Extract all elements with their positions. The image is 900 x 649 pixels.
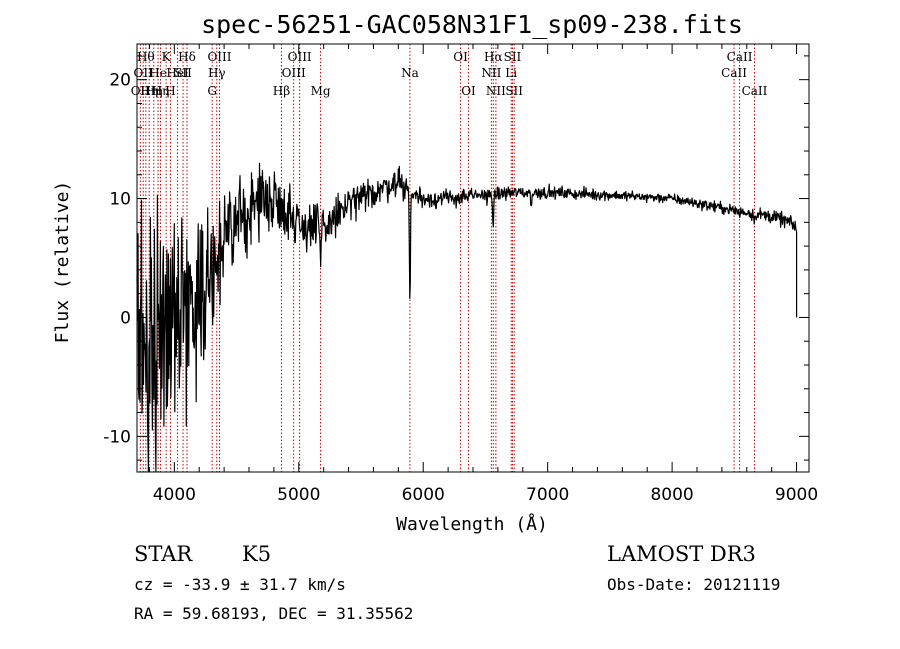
line-label-11: Hδ [178, 50, 196, 64]
line-label-28: CaII [721, 66, 747, 80]
line-label-17: OIII [288, 50, 312, 64]
x-tick-label-5: 9000 [775, 485, 818, 505]
line-label-6: Hη [152, 84, 170, 98]
emission-line-markers [139, 44, 755, 472]
line-label-10: SII [174, 66, 192, 80]
y-tick-label-0: -10 [103, 427, 131, 447]
line-label-26: SII [504, 50, 522, 64]
line-label-0: OII [131, 84, 151, 98]
line-label-13: Hγ [208, 66, 226, 80]
line-label-2: Hθ [137, 50, 155, 64]
line-label-20: OI [453, 50, 468, 64]
y-axis-ticks: -10 0 10 20 [103, 55, 809, 461]
line-label-3: Hη [140, 84, 158, 98]
line-label-29: CaII [727, 50, 753, 64]
x-tick-label-4: 8000 [650, 485, 693, 505]
line-label-7: K [162, 50, 172, 64]
x-axis-ticks: 4000 5000 6000 7000 8000 9000 [148, 44, 818, 505]
line-label-19: Na [401, 66, 419, 80]
x-tick-label-0: 4000 [153, 485, 196, 505]
object-class: STAR [134, 542, 193, 566]
y-tick-label-3: 20 [109, 71, 131, 91]
line-label-27: SII [505, 84, 523, 98]
line-label-1: OII [134, 66, 154, 80]
line-label-21: OI [461, 84, 476, 98]
line-label-25: Li [505, 66, 517, 80]
line-label-8: H [165, 84, 175, 98]
line-label-14: OIII [207, 50, 231, 64]
line-label-24: NII [486, 84, 506, 98]
line-label-5: He [149, 66, 167, 80]
line-label-16: OIII [282, 66, 306, 80]
spectrum-line [136, 162, 798, 472]
y-tick-label-2: 10 [109, 190, 131, 210]
survey-name: LAMOST DR3 [607, 542, 756, 566]
object-subclass: K5 [242, 542, 271, 566]
y-tick-label-1: 0 [120, 308, 131, 328]
line-label-12: G [207, 84, 217, 98]
line-label-30: CaII [742, 84, 768, 98]
x-axis-label: Wavelength (Å) [396, 513, 548, 535]
chart-title: spec-56251-GAC058N31F1_sp09-238.fits [201, 10, 743, 39]
redshift-velocity: cz = -33.9 ± 31.7 km/s [134, 575, 346, 594]
line-label-15: Hβ [273, 84, 290, 98]
x-tick-label-2: 6000 [402, 485, 445, 505]
observation-date: Obs-Date: 20121119 [607, 575, 780, 594]
line-label-18: Mg [311, 84, 331, 98]
line-label-9: HeI [166, 66, 189, 80]
x-tick-label-3: 7000 [526, 485, 569, 505]
line-label-22: NII [481, 66, 501, 80]
emission-line-labels: OIIOIIHθHηHηHeHηKHHeISIIHδGHγOIIIHβOIIIO… [131, 50, 768, 98]
sky-coordinates: RA = 59.68193, DEC = 31.35562 [134, 604, 413, 623]
x-tick-label-1: 5000 [277, 485, 320, 505]
y-axis-label: Flux (relative) [52, 181, 73, 344]
line-label-23: Hα [484, 50, 503, 64]
line-label-4: Hη [145, 84, 163, 98]
